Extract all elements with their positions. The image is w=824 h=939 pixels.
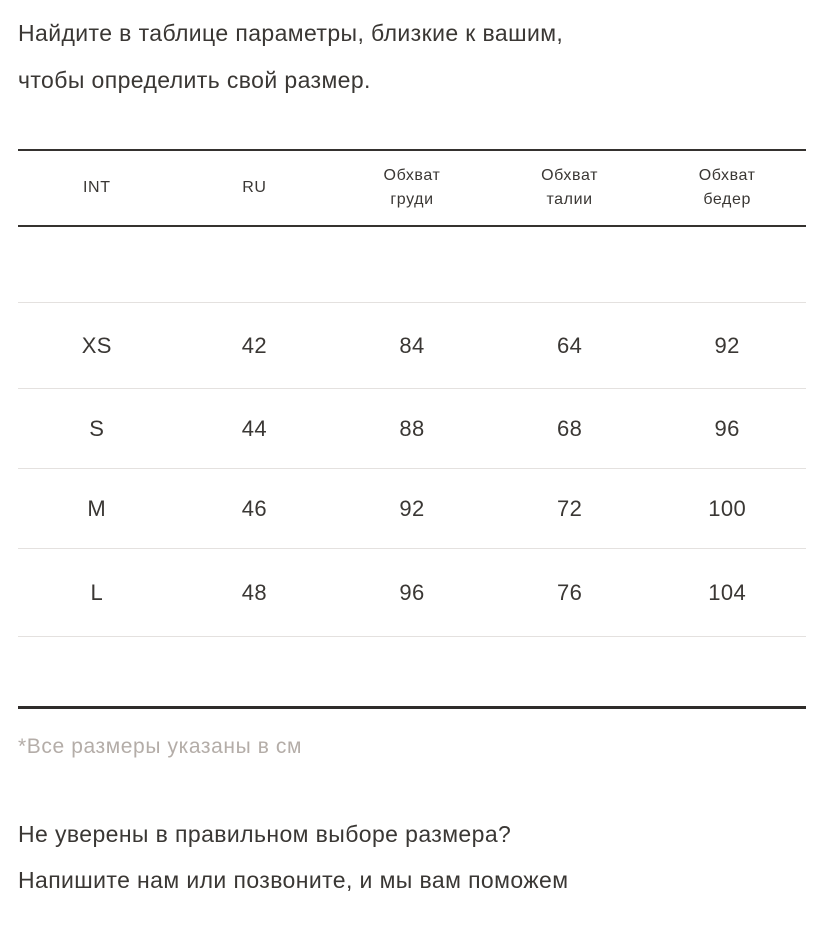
table-row: S 44 88 68 96 — [18, 389, 806, 469]
table-cell: XS — [81, 332, 112, 358]
table-cell: 68 — [556, 415, 583, 441]
header-hips: Обхват бедер — [648, 151, 806, 225]
table-row: L 48 96 76 104 — [18, 549, 806, 637]
header-int-line1: INT — [83, 179, 111, 196]
table-cell: 84 — [399, 332, 425, 358]
table-row: XS 42 84 64 92 — [18, 303, 806, 389]
table-cell: 104 — [708, 579, 747, 605]
table-cell: 100 — [708, 495, 747, 521]
table-cell: 76 — [556, 579, 583, 605]
table-cell: 46 — [241, 495, 268, 521]
table-cell: L — [90, 579, 104, 605]
size-table: INT RU Обхват груди Обхват талии Обхват … — [18, 149, 806, 709]
table-spacer-row — [18, 637, 806, 706]
table-cell: 92 — [714, 332, 740, 358]
header-ru-line1: RU — [242, 179, 267, 196]
header-ru: RU — [176, 151, 334, 225]
header-waist: Обхват талии — [491, 151, 649, 225]
outro-text: Не уверены в правильном выборе размера? … — [18, 811, 806, 903]
header-hips-line1: Обхват — [698, 167, 756, 184]
table-cell: 96 — [399, 579, 425, 605]
table-cell: 42 — [241, 332, 268, 358]
header-chest-line1: Обхват — [383, 167, 441, 184]
table-row: M 46 92 72 100 — [18, 469, 806, 549]
header-waist-line1: Обхват — [541, 167, 599, 184]
table-cell: 72 — [556, 495, 583, 521]
table-cell: 44 — [241, 415, 268, 441]
header-chest-line2: груди — [390, 191, 434, 208]
table-cell: 88 — [399, 415, 425, 441]
size-guide-page: Найдите в таблице параметры, близкие к в… — [18, 10, 806, 903]
table-cell: 48 — [241, 579, 268, 605]
header-waist-line2: талии — [546, 191, 593, 208]
table-cell: M — [87, 495, 107, 521]
table-spacer-row — [18, 227, 806, 303]
table-cell: S — [89, 415, 105, 441]
header-hips-line2: бедер — [703, 191, 751, 208]
intro-text: Найдите в таблице параметры, близкие к в… — [18, 10, 806, 104]
table-cell: 64 — [556, 332, 583, 358]
intro-line-2: чтобы определить свой размер. — [18, 67, 371, 93]
table-cell: 96 — [714, 415, 740, 441]
intro-line-1: Найдите в таблице параметры, близкие к в… — [18, 20, 564, 46]
header-chest: Обхват груди — [333, 151, 491, 225]
size-table-header-row: INT RU Обхват груди Обхват талии Обхват … — [18, 151, 806, 227]
outro-line-2: Напишите нам или позвоните, и мы вам пом… — [18, 867, 569, 893]
table-cell: 92 — [399, 495, 425, 521]
outro-line-1: Не уверены в правильном выборе размера? — [18, 821, 512, 847]
header-int: INT — [18, 151, 176, 225]
table-footnote: *Все размеры указаны в см — [18, 735, 303, 758]
